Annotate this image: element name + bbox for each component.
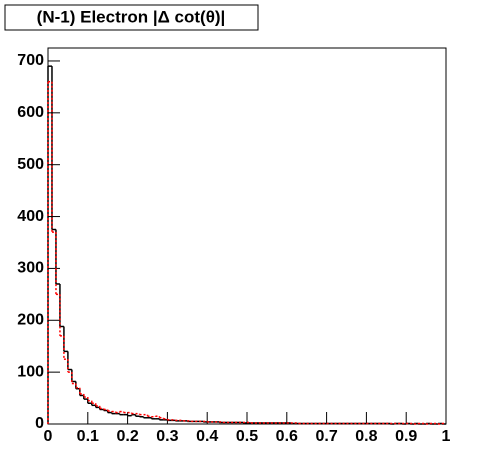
x-tick-label: 0.4	[196, 428, 218, 445]
x-tick-label: 0.6	[276, 428, 298, 445]
x-tick-label: 0.3	[156, 428, 178, 445]
x-tick-label: 0.7	[315, 428, 337, 445]
y-tick-label: 300	[17, 260, 44, 277]
plot-frame	[47, 47, 447, 425]
x-tick-label: 0.1	[77, 428, 99, 445]
title-box	[4, 4, 259, 31]
y-tick-label: 700	[17, 52, 44, 69]
y-tick-label: 100	[17, 363, 44, 380]
y-tick-label: 600	[17, 104, 44, 121]
y-tick-label: 0	[35, 415, 44, 432]
y-tick-label: 400	[17, 208, 44, 225]
y-tick-label: 200	[17, 311, 44, 328]
x-tick-label: 0.9	[395, 428, 417, 445]
x-tick-label: 0.2	[116, 428, 138, 445]
x-tick-label: 0.5	[236, 428, 258, 445]
chart-title: (N-1) Electron |Δ cot(θ)|	[37, 7, 226, 26]
x-tick-label: 0	[44, 428, 53, 445]
y-tick-label: 500	[17, 156, 44, 173]
x-tick-label: 1	[442, 428, 451, 445]
x-tick-label: 0.8	[355, 428, 377, 445]
